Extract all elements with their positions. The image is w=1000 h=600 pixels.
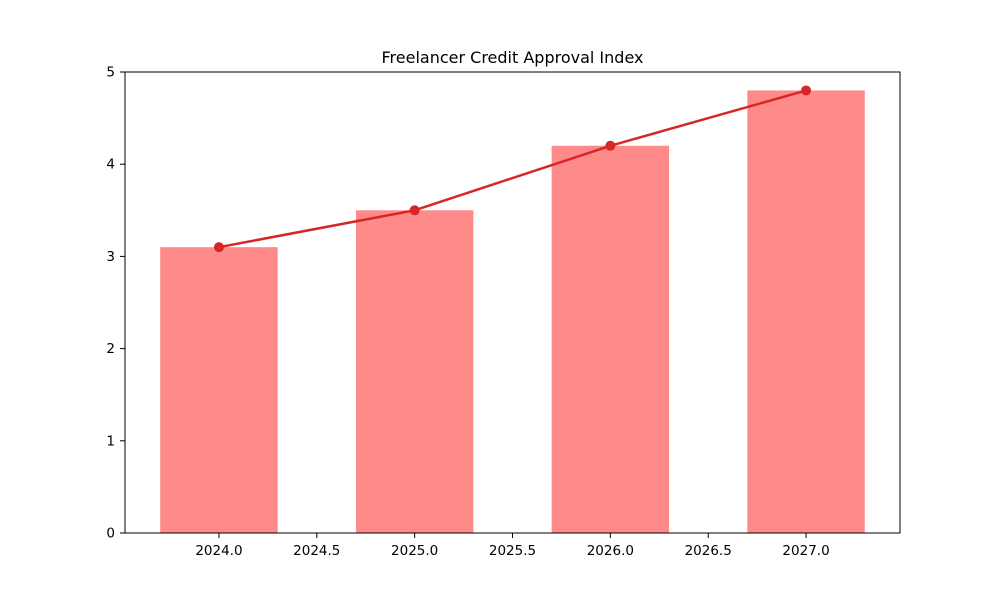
data-point-2025 xyxy=(409,205,420,216)
bar-2024 xyxy=(160,247,278,533)
x-tick-label: 2025.5 xyxy=(489,543,536,559)
x-tick-label: 2025.0 xyxy=(391,543,438,559)
x-tick-label: 2026.5 xyxy=(685,543,732,559)
y-tick-label: 1 xyxy=(106,433,115,449)
x-tick-label: 2027.0 xyxy=(782,543,829,559)
y-tick-label: 3 xyxy=(106,249,115,265)
x-tick-label: 2026.0 xyxy=(587,543,634,559)
y-tick-label: 2 xyxy=(106,341,115,357)
y-tick-label: 0 xyxy=(106,526,115,542)
data-point-2026 xyxy=(605,140,616,151)
y-tick-label: 4 xyxy=(106,157,115,173)
x-tick-label: 2024.5 xyxy=(293,543,340,559)
trend-line xyxy=(217,89,808,249)
bar-2025 xyxy=(355,210,474,534)
x-tick-label: 2024.0 xyxy=(195,543,242,559)
chart-title: Freelancer Credit Approval Index xyxy=(381,48,644,67)
bar-2026 xyxy=(551,145,670,533)
data-point-2024 xyxy=(213,242,224,253)
y-tick-label: 5 xyxy=(106,65,115,81)
data-point-2027 xyxy=(801,85,812,96)
bar-2027 xyxy=(747,90,865,533)
